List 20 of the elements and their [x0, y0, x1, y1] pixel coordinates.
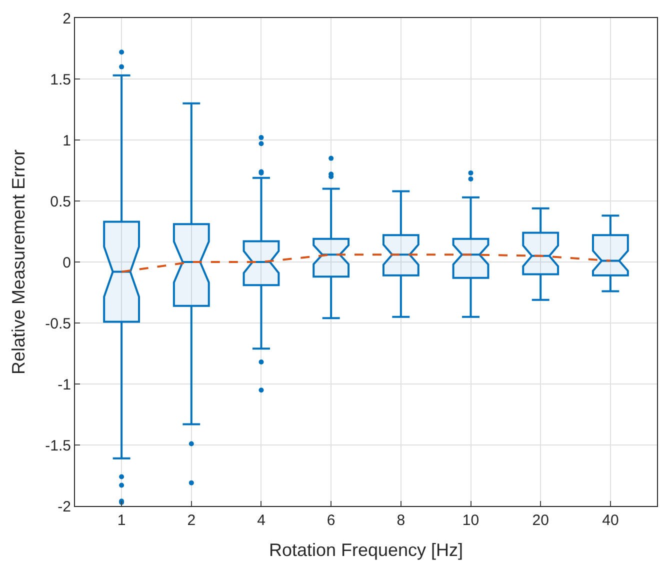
- y-tick-label: 0.5: [50, 193, 71, 210]
- y-tick-label: 1.5: [50, 71, 71, 88]
- y-tick-label: 0: [62, 254, 71, 272]
- y-tick-label: 2: [62, 10, 71, 28]
- x-tick-label: 10: [462, 512, 480, 529]
- line-series: [120, 254, 612, 273]
- x-tick-label: 40: [602, 512, 619, 529]
- x-tick-label: 4: [257, 512, 266, 529]
- y-tick-label: -2: [58, 498, 71, 516]
- x-tick-label: 1: [117, 512, 126, 529]
- x-tick-label: 6: [326, 512, 336, 529]
- y-tick-label: -1.5: [45, 437, 71, 454]
- x-tick-label: 8: [396, 512, 406, 529]
- x-axis-title: Rotation Frequency [Hz]: [268, 540, 464, 560]
- y-tick-label: -1: [58, 376, 71, 394]
- y-tick-label: -0.5: [45, 315, 71, 332]
- x-tick-label: 2: [187, 512, 196, 529]
- y-tick-label: 1: [62, 132, 71, 150]
- y-axis-title: Relative Measurement Error: [8, 149, 28, 375]
- x-tick-label: 20: [532, 512, 549, 529]
